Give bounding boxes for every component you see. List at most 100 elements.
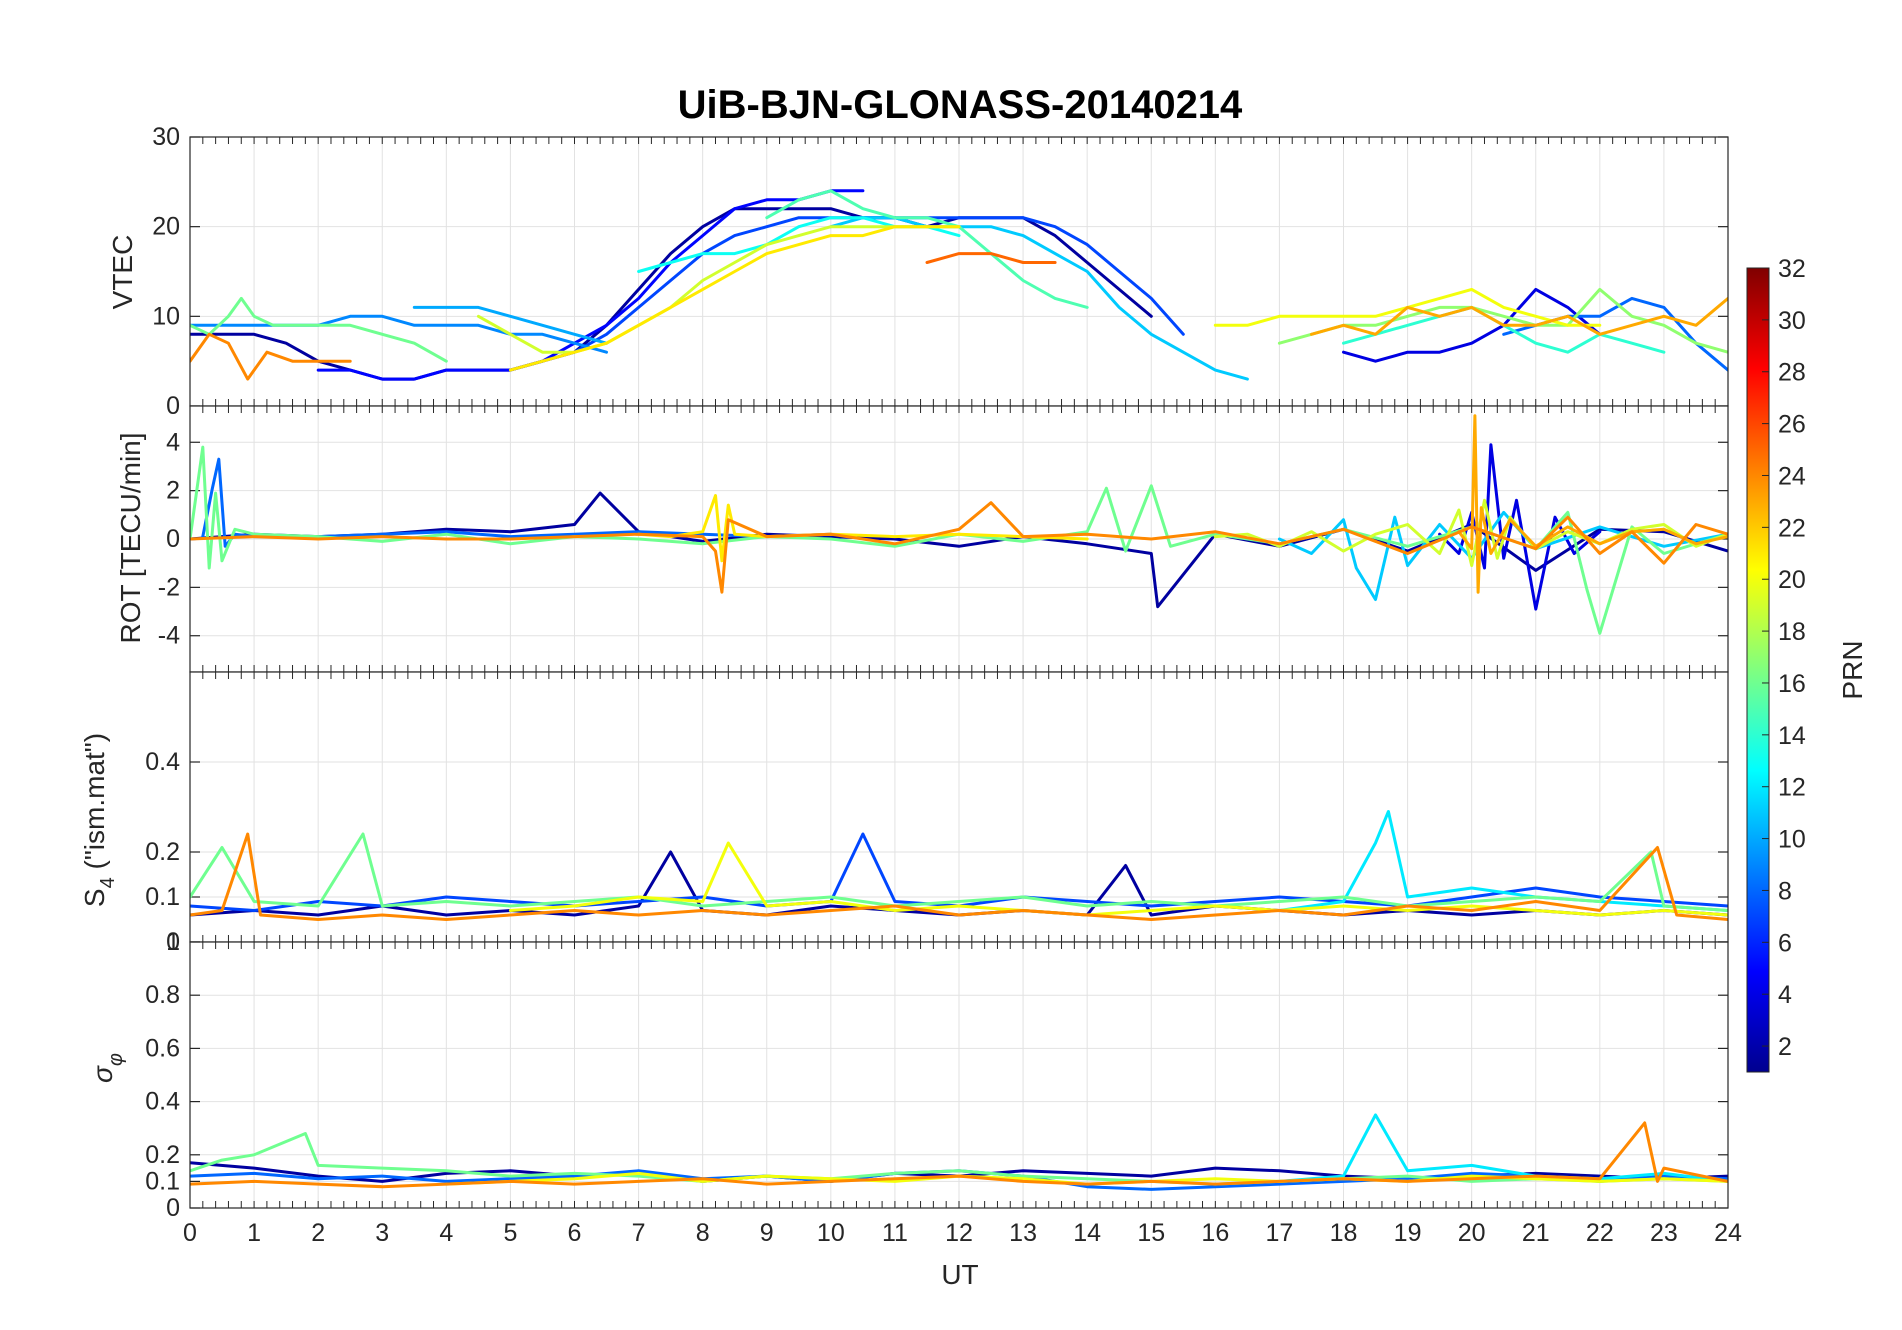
colorbar-tick-label: 16 [1778,670,1806,698]
x-tick-label: 9 [760,1219,774,1247]
y-axis-label-part: S [79,888,110,907]
x-tick-label: 17 [1266,1219,1294,1247]
y-axis-label-part: ("ism.mat") [79,733,110,877]
x-tick-label: 2 [311,1219,325,1247]
series-prn-19 [476,225,961,354]
y-tick-label: 0.6 [145,1034,180,1062]
colorbar-tick-label: 28 [1778,359,1806,387]
y-tick-label: -4 [158,622,180,650]
series-prn-12 [1277,1113,1728,1183]
colorbar-tick-label: 6 [1778,929,1792,957]
x-tick-label: 4 [439,1219,453,1247]
y-tick-label: 0.2 [145,1141,180,1169]
y-tick-label: 0.8 [145,981,180,1009]
colorbar-tick-label: 30 [1778,307,1806,335]
x-tick-label: 0 [183,1219,197,1247]
panel-vtec: 0 10 20 30 VTEC [107,123,1729,420]
colorbar-tick-label: 32 [1778,255,1806,283]
y-tick-label: 0 [166,392,180,420]
y-axis-label-subscript: 4 [97,877,119,888]
series-prn-25 [925,252,1057,264]
x-tick-label: 24 [1714,1219,1742,1247]
series-prn-4 [1342,287,1602,363]
y-tick-label: 0.1 [145,883,180,911]
colorbar-tick-label: 10 [1778,826,1806,854]
series-prn-23 [1457,414,1728,594]
y-tick-label: 20 [152,213,180,241]
x-tick-label: 5 [503,1219,517,1247]
series-group [190,1113,1728,1191]
series-group [190,414,1728,635]
x-tick-label: 18 [1330,1219,1358,1247]
series-prn-11 [1277,510,1728,601]
series-group [190,810,1728,921]
colorbar-tick-label: 26 [1778,411,1806,439]
panel-frame [189,941,1729,1209]
x-tick-label: 22 [1586,1219,1614,1247]
x-tick-label: 8 [696,1219,710,1247]
y-axis-label-subscript: φ [105,1053,127,1066]
chart-title: UiB-BJN-GLONASS-20140214 [678,83,1243,127]
y-tick-label: 0 [166,525,180,553]
series-prn-24 [190,1121,1728,1189]
x-tick-label: 16 [1201,1219,1229,1247]
series-prn-16 [190,296,448,363]
y-axis-label-rot: ROT [TECU/min] [115,432,146,643]
panel-s4: 0 0.1 0.2 0.4 S4 ("ism.mat") [79,671,1729,956]
series-prn-12 [1277,810,1728,912]
y-tick-label: 0.4 [145,1088,180,1116]
x-tick-label: 19 [1394,1219,1422,1247]
y-axis-label-vtec: VTEC [107,235,138,310]
x-tick-label: 6 [568,1219,582,1247]
x-tick-label: 12 [945,1219,973,1247]
y-tick-label: 0.4 [145,748,180,776]
x-tick-label: 23 [1650,1219,1678,1247]
x-tick-label: 10 [817,1219,845,1247]
colorbar-tick-label: 24 [1778,462,1806,490]
x-tick-label: 15 [1137,1219,1165,1247]
y-axis-label-s4: S4 ("ism.mat") [79,733,119,907]
series-group [190,189,1728,381]
series-prn-23 [1310,296,1728,336]
panel-rot: -4 -2 0 2 4 ROT [TECU/min] [115,405,1729,673]
colorbar-tick-label: 8 [1778,877,1792,905]
x-tick-label: 11 [882,1219,908,1247]
y-tick-label: 2 [166,477,180,505]
series-prn-15 [765,189,1089,309]
series-prn-5 [316,189,865,381]
y-tick-label: 4 [166,428,180,456]
x-tick-label: 3 [375,1219,389,1247]
series-prn-8 [201,457,833,548]
x-tick-label: 1 [247,1219,261,1247]
y-tick-label: 1 [166,928,180,956]
series-prn-16 [190,832,1728,912]
colorbar-tick-label: 2 [1778,1033,1792,1061]
x-tick-label: 20 [1458,1219,1486,1247]
x-tick-label: 21 [1522,1219,1550,1247]
series-prn-9 [190,314,608,354]
series-prn-24 [190,832,1728,921]
series-prn-24 [190,501,1728,594]
y-tick-label: 30 [152,123,180,151]
series-prn-24 [190,332,352,381]
y-tick-label: 0 [166,1194,180,1222]
x-axis-label: UT [941,1259,978,1290]
y-tick-label: 0 [166,928,180,956]
y-axis-label-sigma-phi: σφ [87,1053,127,1083]
colorbar-tick-label: 12 [1778,774,1806,802]
series-prn-21 [637,494,1089,563]
colorbar-tick-label: 18 [1778,618,1806,646]
y-tick-label: 0.2 [145,838,180,866]
colorbar-tick-label: 20 [1778,566,1806,594]
x-tick-label: 7 [632,1219,646,1247]
x-tick-label: 13 [1009,1219,1037,1247]
series-prn-10 [412,305,608,345]
colorbar-label: PRN [1837,640,1868,699]
x-tick-label: 14 [1073,1219,1101,1247]
series-prn-21 [508,225,961,372]
